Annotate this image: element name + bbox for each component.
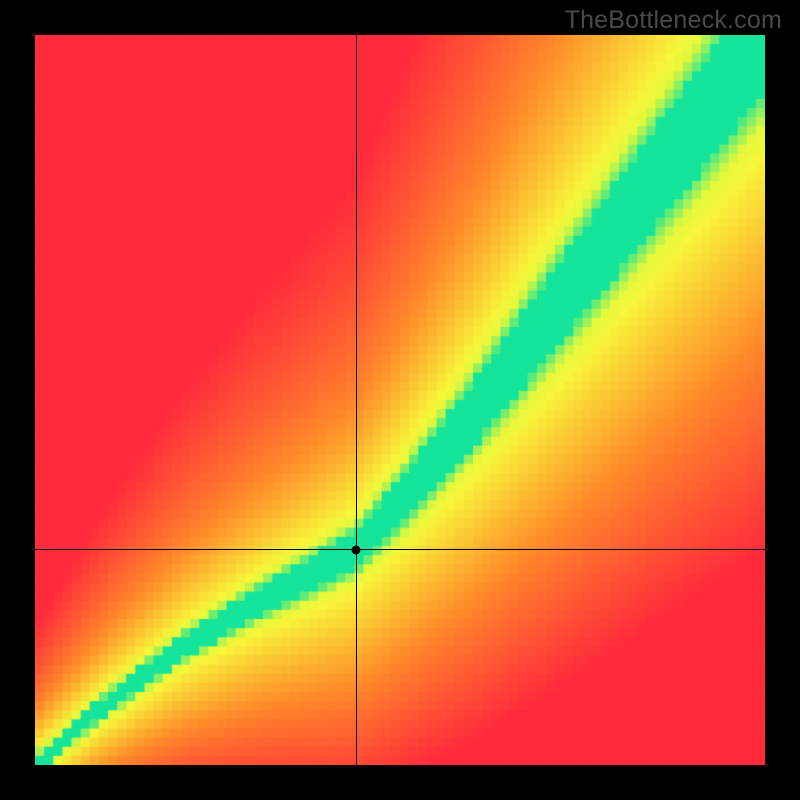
watermark-text: TheBottleneck.com xyxy=(565,6,782,35)
chart-container: TheBottleneck.com xyxy=(0,0,800,800)
heatmap-canvas xyxy=(35,35,765,765)
crosshair-horizontal xyxy=(35,549,765,550)
crosshair-vertical xyxy=(356,35,357,765)
data-point-marker xyxy=(352,545,361,554)
plot-area xyxy=(35,35,765,765)
